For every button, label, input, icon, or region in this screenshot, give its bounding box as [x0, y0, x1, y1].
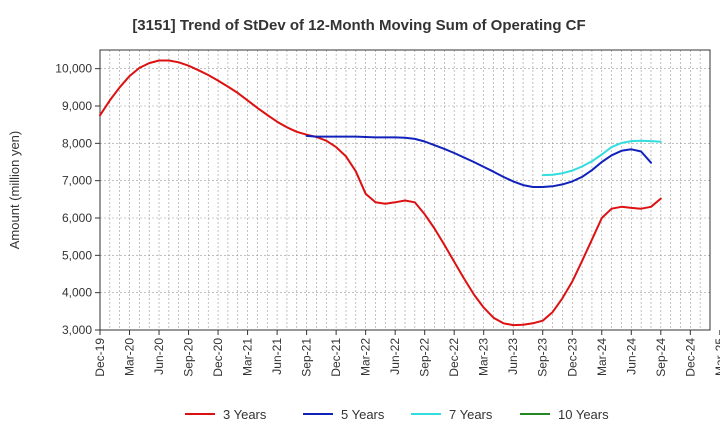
legend-label: 3 Years: [223, 407, 267, 422]
x-tick-label: Mar-24: [595, 338, 609, 376]
series-line-5-years: [305, 134, 652, 188]
chart-title: [3151] Trend of StDev of 12-Month Moving…: [132, 17, 585, 34]
grid-lines: [100, 50, 710, 331]
legend-label: 10 Years: [558, 407, 609, 422]
series-line-3-years: [99, 59, 662, 327]
x-tick-label: Dec-22: [447, 338, 461, 377]
x-tick-label: Sep-21: [300, 338, 314, 377]
x-tick-label: Sep-20: [182, 338, 196, 377]
y-tick-label: 7,000: [62, 174, 92, 188]
y-tick-label: 5,000: [62, 248, 92, 262]
y-tick-label: 6,000: [62, 211, 92, 225]
x-tick-label: Jun-23: [506, 338, 520, 375]
x-tick-label: Jun-24: [624, 338, 638, 375]
y-axis-label: Amount (million yen): [7, 131, 22, 250]
x-tick-label: Dec-20: [211, 338, 225, 377]
legend-label: 7 Years: [449, 407, 493, 422]
y-tick-label: 10,000: [55, 62, 92, 76]
x-tick-label: Mar-25: [713, 338, 720, 376]
plot-area: [99, 49, 711, 331]
x-tick-label: Mar-22: [359, 338, 373, 376]
y-tick-label: 9,000: [62, 99, 92, 113]
x-tick-label: Dec-21: [329, 338, 343, 377]
x-axis: Dec-19 Mar-20 Jun-20 Sep-20 Dec-20 Mar-21 Jun-…: [93, 330, 720, 377]
x-tick-label: Dec-19: [93, 338, 107, 377]
x-tick-label: Sep-24: [654, 338, 668, 377]
x-tick-label: Sep-23: [536, 338, 550, 377]
x-tick-label: Dec-24: [683, 338, 697, 377]
x-tick-label: Mar-23: [477, 338, 491, 376]
legend-label: 5 Years: [341, 407, 385, 422]
x-tick-label: Jun-21: [270, 338, 284, 375]
y-tick-label: 8,000: [62, 136, 92, 150]
y-tick-label: 4,000: [62, 286, 92, 300]
series-lines: [99, 59, 662, 327]
x-tick-label: Mar-20: [123, 338, 137, 376]
x-tick-label: Mar-21: [241, 338, 255, 376]
x-tick-label: Dec-23: [565, 338, 579, 377]
x-tick-label: Jun-22: [388, 338, 402, 375]
y-tick-label: 3,000: [62, 323, 92, 337]
x-tick-label: Sep-22: [418, 338, 432, 377]
y-axis: 3,000 4,000 5,000 6,000 7,000 8,000 9,000 10,00…: [55, 62, 100, 337]
x-tick-label: Jun-20: [152, 338, 166, 375]
series-line-7-years: [541, 139, 662, 177]
legend: 3 Years 5 Years 7 Years 10 Years: [185, 407, 609, 422]
